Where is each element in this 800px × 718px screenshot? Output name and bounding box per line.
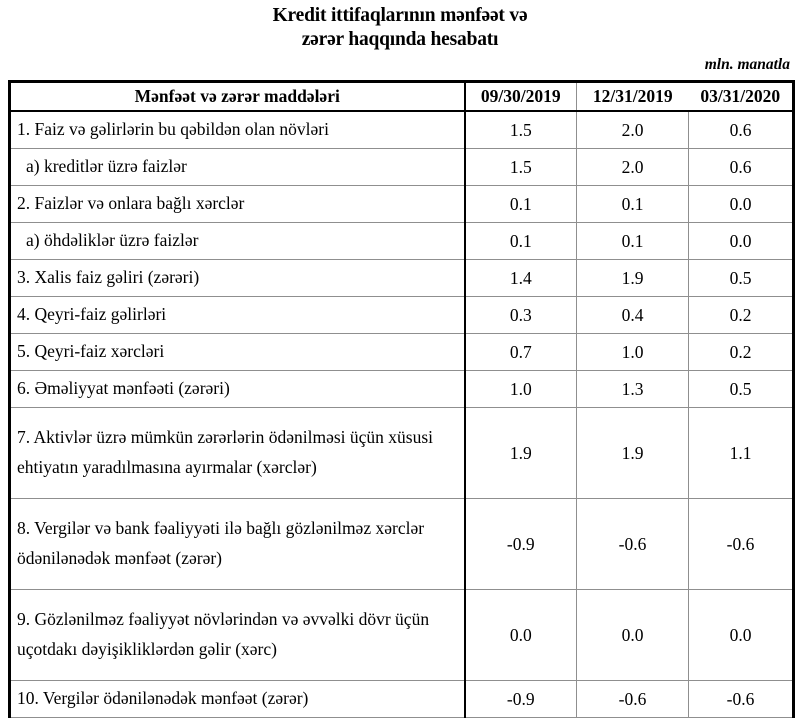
row-label: 10. Vergilər ödənilənədək mənfəət (zərər… bbox=[9, 680, 466, 718]
row-label: a) öhdəliklər üzrə faizlər bbox=[9, 222, 466, 260]
unit-note: mln. manatla bbox=[704, 56, 790, 73]
table-row: 6. Əməliyyat mənfəəti (zərəri) 1.0 1.3 0.5 bbox=[9, 370, 794, 408]
row-label: 6. Əməliyyat mənfəəti (zərəri) bbox=[9, 370, 466, 408]
row-value: 0.2 bbox=[688, 296, 794, 334]
row-label: 9. Gözlənilməz fəaliyyət növlərindən və … bbox=[9, 589, 466, 681]
row-value: 0.1 bbox=[464, 222, 577, 260]
table-row: 2. Faizlər və onlara bağlı xərclər 0.1 0.1… bbox=[9, 185, 794, 223]
row-value: 1.9 bbox=[464, 407, 577, 499]
row-value: 0.4 bbox=[576, 296, 689, 334]
row-label: 2. Faizlər və onlara bağlı xərclər bbox=[9, 185, 466, 223]
row-value: 0.0 bbox=[464, 589, 577, 681]
row-label: a) kreditlər üzrə faizlər bbox=[9, 148, 466, 186]
row-value: 0.5 bbox=[688, 370, 794, 408]
table-row: 3. Xalis faiz gəliri (zərəri) 1.4 1.9 0.5 bbox=[9, 259, 794, 297]
row-value: 1.5 bbox=[464, 148, 577, 186]
table-row: 7. Aktivlər üzrə mümkün zərərlərin ödəni… bbox=[9, 407, 794, 499]
table-row: a) kreditlər üzrə faizlər 1.5 2.0 0.6 bbox=[9, 148, 794, 186]
row-label: 8. Vergilər və bank fəaliyyəti ilə bağlı… bbox=[9, 498, 466, 590]
table-row: 10. Vergilər ödənilənədək mənfəət (zərər… bbox=[9, 680, 794, 718]
row-value: 2.0 bbox=[576, 148, 689, 186]
row-value: 0.1 bbox=[576, 222, 689, 260]
page-title-line1: Kredit ittifaqlarının mənfəət və bbox=[272, 5, 528, 26]
page-title-line2: zərər haqqında hesabatı bbox=[301, 29, 499, 50]
table-row: 1. Faiz və gəlirlərin bu qəbildən olan n… bbox=[9, 110, 794, 149]
row-value: -0.6 bbox=[688, 498, 794, 590]
row-value: 0.0 bbox=[688, 185, 794, 223]
row-value: 0.1 bbox=[464, 185, 577, 223]
table-row: a) öhdəliklər üzrə faizlər 0.1 0.1 0.0 bbox=[9, 222, 794, 260]
row-label: 3. Xalis faiz gəliri (zərəri) bbox=[9, 259, 466, 297]
row-value: 1.4 bbox=[464, 259, 577, 297]
row-value: 0.3 bbox=[464, 296, 577, 334]
column-header-date-3: 03/31/2020 bbox=[688, 81, 794, 112]
row-value: 0.2 bbox=[688, 333, 794, 371]
row-value: -0.6 bbox=[576, 680, 689, 718]
row-value: 0.6 bbox=[688, 110, 794, 149]
row-value: 0.5 bbox=[688, 259, 794, 297]
column-header-date-2: 12/31/2019 bbox=[576, 81, 689, 112]
row-value: 0.0 bbox=[576, 589, 689, 681]
row-value: 1.1 bbox=[688, 407, 794, 499]
row-value: 1.9 bbox=[576, 259, 689, 297]
row-value: 1.3 bbox=[576, 370, 689, 408]
row-value: 1.9 bbox=[576, 407, 689, 499]
row-label: 1. Faiz və gəlirlərin bu qəbildən olan n… bbox=[9, 110, 466, 149]
row-value: 2.0 bbox=[576, 110, 689, 149]
row-label: 4. Qeyri-faiz gəlirləri bbox=[9, 296, 466, 334]
column-header-items: Mənfəət və zərər maddələri bbox=[9, 81, 466, 112]
row-value: 0.1 bbox=[576, 185, 689, 223]
table-row: 5. Qeyri-faiz xərcləri 0.7 1.0 0.2 bbox=[9, 333, 794, 371]
row-value: -0.9 bbox=[464, 680, 577, 718]
row-value: 1.0 bbox=[576, 333, 689, 371]
row-value: -0.9 bbox=[464, 498, 577, 590]
row-value: -0.6 bbox=[688, 680, 794, 718]
row-label: 7. Aktivlər üzrə mümkün zərərlərin ödəni… bbox=[9, 407, 466, 499]
row-label: 5. Qeyri-faiz xərcləri bbox=[9, 333, 466, 371]
header-row: Mənfəət və zərər maddələri 09/30/2019 12… bbox=[9, 81, 794, 112]
page-title: Kredit ittifaqlarının mənfəət və zərər h… bbox=[0, 0, 800, 52]
row-value: 0.0 bbox=[688, 589, 794, 681]
row-value: 0.6 bbox=[688, 148, 794, 186]
table-row: 8. Vergilər və bank fəaliyyəti ilə bağlı… bbox=[9, 498, 794, 590]
row-value: 0.0 bbox=[688, 222, 794, 260]
row-value: 1.0 bbox=[464, 370, 577, 408]
row-value: 0.7 bbox=[464, 333, 577, 371]
row-value: 1.5 bbox=[464, 110, 577, 149]
row-value: -0.6 bbox=[576, 498, 689, 590]
table-row: 9. Gözlənilməz fəaliyyət növlərindən və … bbox=[9, 589, 794, 681]
table-row: 4. Qeyri-faiz gəlirləri 0.3 0.4 0.2 bbox=[9, 296, 794, 334]
pnl-table: Mənfəət və zərər maddələri 09/30/2019 12… bbox=[8, 80, 795, 718]
column-header-date-1: 09/30/2019 bbox=[464, 81, 577, 112]
